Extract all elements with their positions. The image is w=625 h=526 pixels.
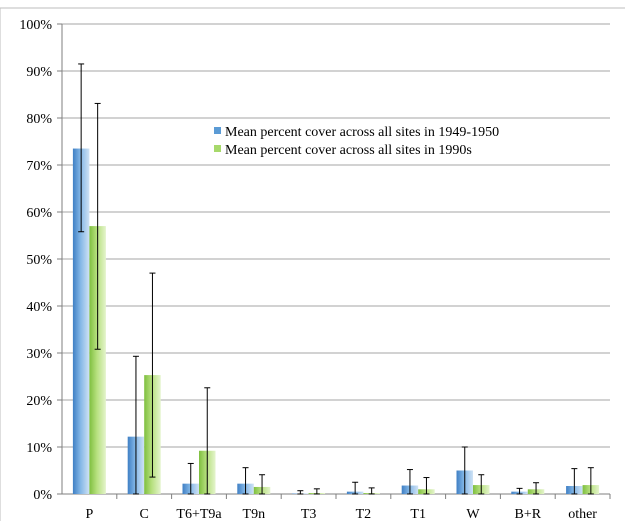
legend-swatch: [214, 127, 221, 134]
y-tick-label: 80%: [26, 112, 52, 127]
x-tick-label: P: [86, 507, 94, 521]
y-axis: 0% 10% 20% 30% 40% 50% 60% 70% 80% 90% 100%: [19, 18, 62, 503]
y-tick-label: 10%: [26, 441, 52, 456]
x-tick-label: C: [140, 507, 149, 521]
y-tick-label: 90%: [26, 65, 52, 80]
y-tick-label: 50%: [26, 253, 52, 268]
x-tick-label: W: [466, 507, 480, 521]
legend-label: Mean percent cover across all sites in 1…: [225, 125, 499, 140]
x-tick-label: other: [568, 507, 597, 521]
y-tick-label: 20%: [26, 394, 52, 409]
legend-label: Mean percent cover across all sites in 1…: [225, 143, 472, 158]
x-tick-label: T1: [410, 507, 426, 521]
y-tick-label: 70%: [26, 159, 52, 174]
legend: Mean percent cover across all sites in 1…: [214, 125, 499, 158]
y-tick-label: 0%: [33, 488, 52, 503]
x-tick-label: T6+T9a: [176, 507, 222, 521]
y-tick-label: 60%: [26, 206, 52, 221]
y-tick-label: 30%: [26, 347, 52, 362]
x-axis: P C T6+T9a T9n T3 T2 T1 W B+R other: [62, 494, 610, 521]
x-tick-label: T3: [301, 507, 317, 521]
legend-swatch: [214, 145, 221, 152]
bars-layer: [73, 149, 599, 494]
y-tick-label: 100%: [19, 18, 52, 33]
x-tick-label: T9n: [243, 507, 266, 521]
y-tick-label: 40%: [26, 300, 52, 315]
x-tick-label: B+R: [515, 507, 542, 521]
x-tick-label: T2: [356, 507, 372, 521]
